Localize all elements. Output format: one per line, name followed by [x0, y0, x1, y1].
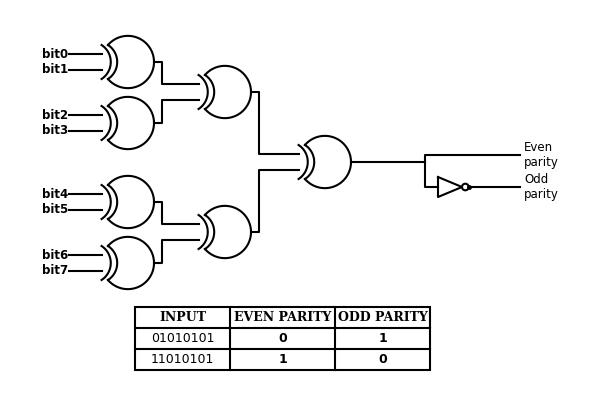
Text: 1: 1 [378, 332, 387, 345]
Text: INPUT: INPUT [159, 311, 206, 324]
Text: bit7: bit7 [42, 264, 68, 277]
Text: bit3: bit3 [42, 124, 68, 137]
Text: 0: 0 [278, 332, 287, 345]
Text: bit4: bit4 [42, 188, 68, 201]
Text: Odd
parity: Odd parity [524, 173, 559, 201]
Text: ODD PARITY: ODD PARITY [338, 311, 427, 324]
Text: EVEN PARITY: EVEN PARITY [234, 311, 331, 324]
Bar [135, 307, 430, 370]
Text: bit0: bit0 [42, 48, 68, 61]
Text: 01010101: 01010101 [151, 332, 214, 345]
Text: Even
parity: Even parity [524, 141, 559, 169]
Text: bit5: bit5 [42, 203, 68, 216]
Text: 1: 1 [278, 353, 287, 366]
Text: bit6: bit6 [42, 249, 68, 262]
Text: bit1: bit1 [42, 63, 68, 76]
Text: bit2: bit2 [42, 109, 68, 122]
Text: 0: 0 [378, 353, 387, 366]
Text: 11010101: 11010101 [151, 353, 214, 366]
